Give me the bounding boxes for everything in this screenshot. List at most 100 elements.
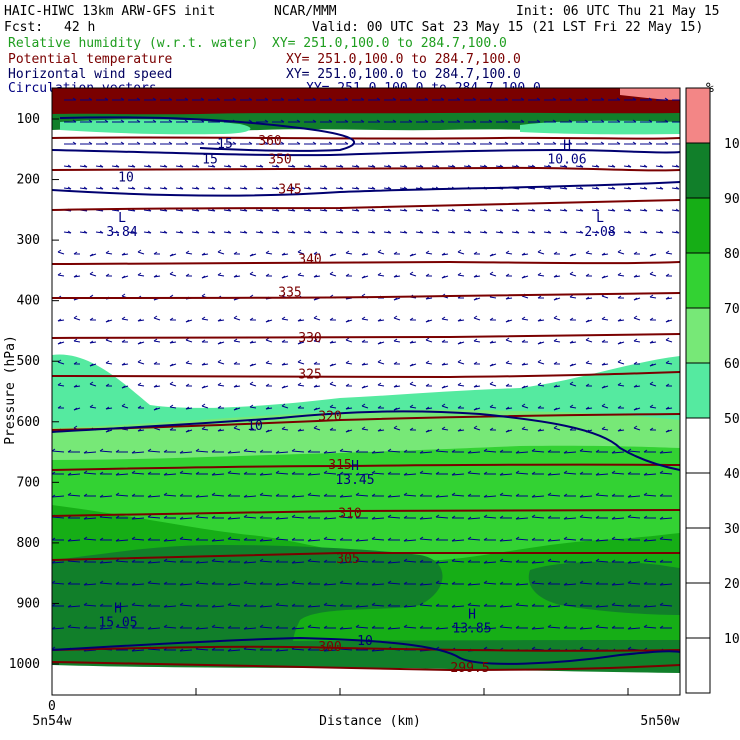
wind-vector-head [643, 230, 648, 234]
wind-vector-head [99, 537, 104, 541]
wind-15-upper [52, 148, 680, 157]
wind-vector-head [131, 470, 136, 474]
wind-vector-head [281, 316, 286, 320]
wind-vector-head [547, 604, 552, 608]
wind-vector-head [371, 516, 376, 520]
wind-vector-head [521, 403, 526, 407]
wind-vector-head [67, 492, 72, 496]
wind-vector-head [456, 97, 461, 101]
wind-vector-head [121, 316, 126, 320]
wind-vector-head [403, 449, 408, 453]
wind-vector-head [435, 603, 440, 607]
wind-vector-head [131, 648, 136, 652]
wind-vector [601, 318, 609, 321]
wind-vector [259, 560, 273, 563]
wind-vector [569, 383, 577, 387]
wind-vector-head [643, 186, 648, 190]
wind-vector-head [137, 341, 142, 345]
wind-vector [115, 494, 129, 497]
wind-vector-head [473, 425, 478, 429]
wind-vector-head [89, 317, 94, 321]
wind-vector-head [659, 602, 664, 606]
wind-vector-head [227, 230, 232, 234]
wind-vector-head [243, 164, 248, 168]
wind-vector-head [163, 164, 168, 168]
wind-vector-head [163, 186, 168, 190]
wind-vector-head [424, 119, 429, 123]
wind-vector-head [361, 385, 366, 389]
wind-vector-head [328, 119, 333, 123]
wind-vector [579, 495, 593, 498]
wind-vector-head [563, 208, 568, 212]
wind-vector-head [409, 253, 414, 257]
wind-vector [579, 516, 593, 519]
wind-vector-head [569, 340, 574, 344]
wind-vector-head [552, 97, 557, 101]
wind-vector [399, 209, 408, 212]
wind-vector-head [323, 625, 328, 629]
wind-vector [543, 209, 552, 212]
wind-vector [291, 450, 305, 453]
wind-vector-head [659, 230, 664, 234]
wind-vector [275, 451, 289, 454]
wind-vector [399, 231, 408, 234]
wind-vector-head [403, 604, 408, 608]
wind-vector [617, 361, 625, 365]
wind-vector-head [611, 516, 616, 520]
y-tick-label: 1000 [9, 657, 40, 672]
wind-vector [115, 626, 129, 629]
wind-vector [399, 187, 408, 190]
wind-vector-head [163, 558, 168, 562]
wind-vector-head [307, 186, 312, 190]
wind-vector-head [217, 249, 222, 253]
wind-vector-head [57, 341, 62, 345]
wind-vector-head [393, 407, 398, 411]
wind-vector-head [521, 385, 526, 389]
wind-vector-head [585, 296, 590, 300]
wind-vector-head [265, 250, 270, 254]
wind-vector [515, 583, 529, 586]
wind-vector [131, 604, 145, 607]
wind-vector [227, 517, 241, 520]
wind-vector [467, 472, 481, 475]
wind-vector [131, 517, 145, 520]
wind-vector-head [585, 319, 590, 323]
wind-vector [127, 209, 136, 212]
forecast-label: Fcst: [4, 20, 43, 35]
wind-vector-head [339, 186, 344, 190]
wind-vector-head [467, 625, 472, 629]
theta-299 [52, 661, 680, 672]
wind-vector-head [121, 385, 126, 389]
wind-vector-head [153, 274, 158, 278]
wind-vector-head [632, 141, 637, 145]
wind-vector [297, 361, 305, 365]
wind-vector [307, 539, 321, 542]
wind-vector-head [307, 472, 312, 476]
wind-vector [483, 561, 497, 564]
wind-vector-head [147, 448, 152, 452]
wind-vector [329, 406, 337, 409]
wind-vector [537, 274, 545, 277]
wind-vector-head [249, 363, 254, 367]
wind-vector-head [152, 141, 157, 145]
wind-vector [415, 231, 424, 234]
extremum-letter: H [563, 138, 571, 153]
wind-vector-head [163, 604, 168, 608]
wind-vector-head [457, 341, 462, 345]
wind-vector [339, 582, 353, 585]
wind-vector-head [259, 186, 264, 190]
wind-vector-head [163, 538, 168, 542]
wind-vector [303, 231, 312, 234]
wind-vector-head [355, 449, 360, 453]
wind-vector-head [195, 603, 200, 607]
y-tick-label: 200 [17, 173, 40, 188]
wind-vector-head [617, 405, 622, 409]
wind-vector [163, 626, 177, 629]
wind-vector-head [201, 339, 206, 343]
wind-vector [547, 560, 561, 563]
wind-vector [435, 450, 449, 453]
wind-vector [419, 517, 433, 520]
wind-vector-head [489, 381, 494, 385]
wind-vector [617, 251, 625, 255]
colorbar: % 102030405060708090100 [685, 81, 740, 694]
